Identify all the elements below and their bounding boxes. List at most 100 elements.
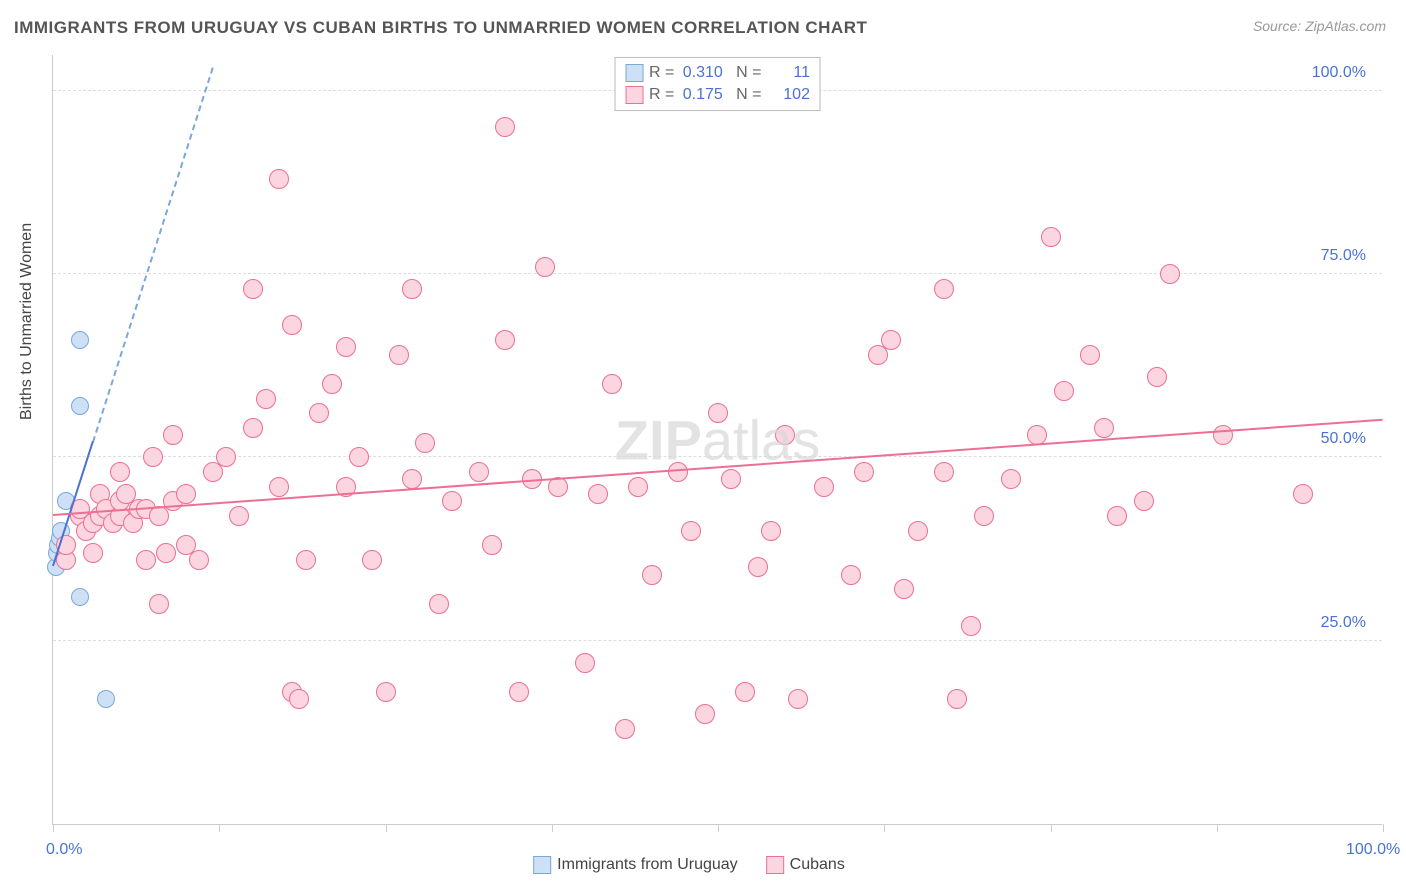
scatter-point — [282, 315, 302, 335]
scatter-point — [71, 588, 89, 606]
scatter-point — [814, 477, 834, 497]
y-axis-tick-label: 75.0% — [1321, 247, 1366, 265]
scatter-point — [143, 447, 163, 467]
scatter-point — [97, 690, 115, 708]
y-axis-tick-label: 100.0% — [1312, 64, 1366, 82]
x-axis-tick — [1217, 824, 1218, 832]
scatter-point — [349, 447, 369, 467]
scatter-point — [71, 397, 89, 415]
scatter-point — [681, 521, 701, 541]
x-axis-tick — [386, 824, 387, 832]
x-axis-tick — [1051, 824, 1052, 832]
scatter-point — [788, 689, 808, 709]
gridline-y — [53, 456, 1382, 457]
legend-swatch — [625, 64, 643, 82]
x-axis-tick — [552, 824, 553, 832]
legend-label: Immigrants from Uruguay — [557, 856, 738, 873]
source-attribution: Source: ZipAtlas.com — [1253, 18, 1386, 34]
scatter-point — [1147, 367, 1167, 387]
scatter-point — [628, 477, 648, 497]
n-value: 102 — [766, 84, 810, 106]
scatter-point — [894, 579, 914, 599]
legend-item: Cubans — [766, 856, 845, 873]
scatter-point — [1001, 469, 1021, 489]
scatter-point — [748, 557, 768, 577]
scatter-point — [289, 689, 309, 709]
r-label: R = — [649, 86, 679, 103]
scatter-point — [256, 389, 276, 409]
n-label: N = — [736, 86, 766, 103]
scatter-point — [615, 719, 635, 739]
gridline-y — [53, 273, 1382, 274]
scatter-point — [1054, 381, 1074, 401]
scatter-point — [71, 331, 89, 349]
scatter-point — [322, 374, 342, 394]
scatter-point — [243, 418, 263, 438]
scatter-point — [309, 403, 329, 423]
scatter-point — [482, 535, 502, 555]
scatter-point — [947, 689, 967, 709]
scatter-point — [974, 506, 994, 526]
legend-swatch — [766, 856, 784, 874]
trend-line-extension — [92, 67, 214, 442]
scatter-point — [735, 682, 755, 702]
scatter-point — [229, 506, 249, 526]
scatter-point — [1293, 484, 1313, 504]
scatter-point — [1107, 506, 1127, 526]
legend-stat-row: R = 0.310 N = 11 — [625, 62, 810, 84]
n-value: 11 — [766, 62, 810, 84]
scatter-point — [389, 345, 409, 365]
scatter-point — [934, 462, 954, 482]
scatter-point — [495, 117, 515, 137]
scatter-point — [1094, 418, 1114, 438]
scatter-point — [721, 469, 741, 489]
n-label: N = — [736, 64, 766, 81]
scatter-point — [149, 594, 169, 614]
x-axis-tick-label: 100.0% — [1346, 841, 1400, 859]
scatter-point — [1213, 425, 1233, 445]
scatter-point — [841, 565, 861, 585]
scatter-point — [402, 279, 422, 299]
scatter-point — [110, 462, 130, 482]
scatter-point — [708, 403, 728, 423]
scatter-point — [854, 462, 874, 482]
scatter-point — [1080, 345, 1100, 365]
scatter-point — [243, 279, 263, 299]
scatter-point — [269, 169, 289, 189]
r-label: R = — [649, 64, 679, 81]
scatter-point — [1134, 491, 1154, 511]
scatter-point — [269, 477, 289, 497]
scatter-point — [429, 594, 449, 614]
x-axis-tick — [1383, 824, 1384, 832]
scatter-point — [163, 425, 183, 445]
x-axis-tick — [884, 824, 885, 832]
legend-swatch — [533, 856, 551, 874]
scatter-point — [695, 704, 715, 724]
scatter-point — [136, 550, 156, 570]
scatter-point — [761, 521, 781, 541]
legend-item: Immigrants from Uruguay — [533, 856, 738, 873]
scatter-point — [402, 469, 422, 489]
legend-label: Cubans — [790, 856, 845, 873]
plot-area: ZIPatlas R = 0.310 N = 11R = 0.175 N = 1… — [52, 55, 1382, 825]
scatter-point — [296, 550, 316, 570]
y-axis-tick-label: 25.0% — [1321, 614, 1366, 632]
x-axis-tick-label: 0.0% — [46, 841, 82, 859]
scatter-point — [189, 550, 209, 570]
scatter-point — [575, 653, 595, 673]
scatter-point — [668, 462, 688, 482]
scatter-point — [642, 565, 662, 585]
scatter-point — [156, 543, 176, 563]
r-value: 0.175 — [679, 84, 723, 106]
scatter-point — [469, 462, 489, 482]
scatter-point — [362, 550, 382, 570]
scatter-point — [602, 374, 622, 394]
scatter-point — [376, 682, 396, 702]
legend-stats-box: R = 0.310 N = 11R = 0.175 N = 102 — [614, 57, 821, 111]
scatter-point — [775, 425, 795, 445]
scatter-point — [83, 543, 103, 563]
x-axis-tick — [219, 824, 220, 832]
scatter-point — [588, 484, 608, 504]
r-value: 0.310 — [679, 62, 723, 84]
gridline-y — [53, 640, 1382, 641]
